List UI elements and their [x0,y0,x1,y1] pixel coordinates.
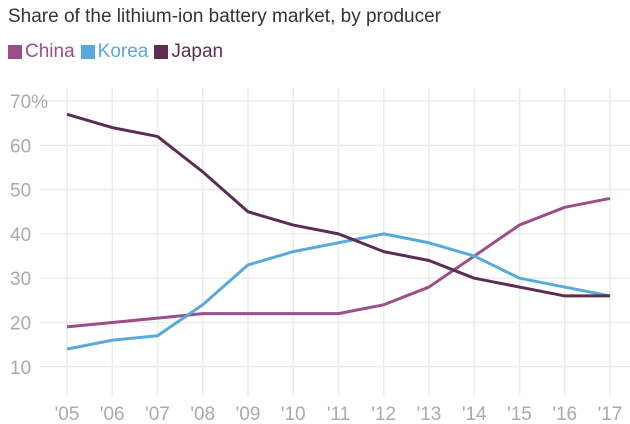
y-tick-label: 30 [10,269,31,290]
legend-item-japan: Japan [154,41,223,63]
y-tick-label: 10 [10,358,31,379]
y-tick-label: 70% [10,92,48,113]
y-tick-label: 40 [10,225,31,246]
series-line-china [66,196,611,329]
x-tick-label: '07 [145,404,170,424]
x-tick-label: '11 [327,404,350,424]
legend-item-korea: Korea [80,41,149,63]
y-tick-label: 60 [10,136,31,157]
x-tick-label: '14 [462,404,487,424]
x-tick-label: '09 [236,404,261,424]
x-tick-label: '10 [281,404,306,424]
legend-label: China [25,41,75,62]
series-line-japan [66,112,610,298]
legend: China Korea Japan [8,41,223,63]
series-line-korea [66,232,611,351]
x-tick-label: '13 [417,404,442,424]
y-tick-label: 50 [10,181,31,202]
legend-swatch [8,45,22,59]
legend-item-china: China [8,41,75,63]
x-tick-label: '08 [190,404,215,424]
x-tick-label: '06 [100,404,125,424]
legend-label: Korea [97,41,149,62]
y-tick-label: 20 [10,314,31,335]
x-tick-label: '16 [552,404,577,424]
legend-swatch [154,45,169,59]
legend-label: Japan [171,41,224,62]
chart-title: Share of the lithium-ion battery market,… [8,6,441,27]
x-tick-label: '15 [507,404,532,424]
x-tick-label: '05 [55,404,80,424]
x-tick-label: '12 [371,404,396,424]
legend-swatch [80,45,95,59]
x-tick-label: '17 [598,404,623,424]
